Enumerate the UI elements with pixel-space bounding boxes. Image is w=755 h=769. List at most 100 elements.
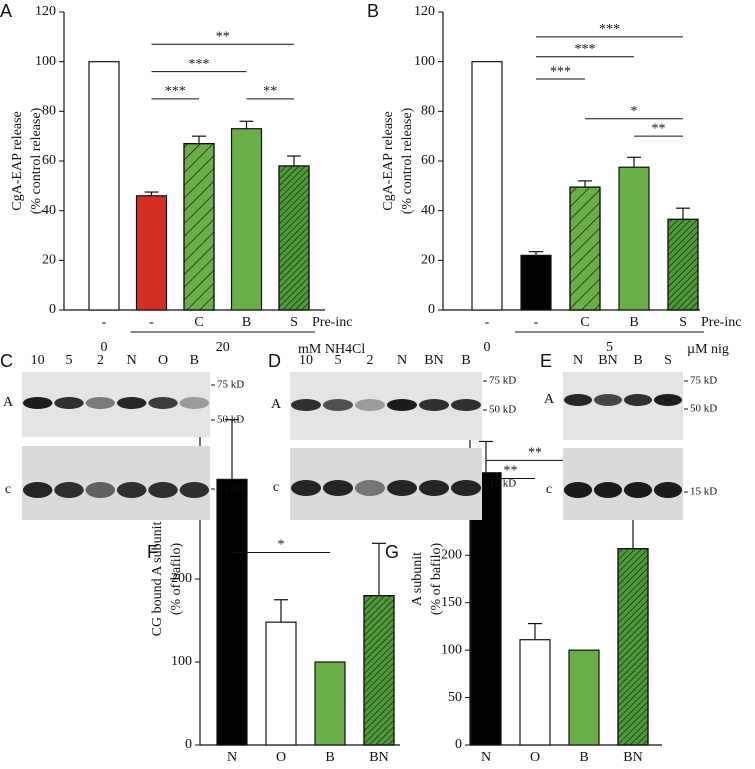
y-tick-label: 100 bbox=[441, 642, 462, 657]
group-unit: µM nig bbox=[687, 342, 729, 357]
marker-label: 15 kD bbox=[690, 486, 717, 498]
y-tick-label: 120 bbox=[35, 4, 56, 19]
significance-label: ** bbox=[263, 84, 277, 99]
group-label: 20 bbox=[216, 340, 230, 355]
group-unit: mM NH4Cl bbox=[298, 342, 365, 357]
row-label: Pre-inc bbox=[312, 315, 352, 330]
x-tick-label: B bbox=[242, 315, 251, 330]
row-label: c bbox=[546, 482, 552, 497]
band bbox=[593, 394, 623, 406]
blot-strip bbox=[22, 446, 210, 520]
lane-label: B bbox=[190, 353, 199, 368]
significance-label: *** bbox=[550, 64, 571, 79]
significance-label: ** bbox=[652, 121, 666, 136]
y-tick-label: 0 bbox=[428, 302, 435, 317]
significance-label: * bbox=[631, 104, 638, 119]
bar bbox=[314, 661, 346, 746]
panel-letter: A bbox=[0, 1, 12, 21]
band bbox=[450, 399, 482, 411]
group-label: 5 bbox=[606, 340, 613, 355]
bar bbox=[618, 166, 650, 311]
lane-label: O bbox=[158, 353, 168, 368]
y-tick-label: 40 bbox=[421, 203, 435, 218]
y-tick-label: 20 bbox=[42, 253, 56, 268]
x-tick-label: B bbox=[325, 750, 334, 765]
lane-label: 5 bbox=[66, 353, 73, 368]
x-tick-label: O bbox=[276, 750, 286, 765]
row-label: A bbox=[544, 392, 555, 407]
band bbox=[85, 397, 116, 409]
y-axis-label: CgA-EAP release bbox=[10, 111, 25, 210]
bar bbox=[230, 128, 263, 311]
y-tick-label: 100 bbox=[171, 654, 192, 669]
lane-label: BN bbox=[424, 353, 443, 368]
group-label: 0 bbox=[101, 340, 108, 355]
lane-label: N bbox=[127, 353, 137, 368]
y-tick-label: 0 bbox=[185, 737, 192, 752]
x-tick-label: - bbox=[485, 315, 490, 330]
band bbox=[418, 480, 450, 496]
blot-strip bbox=[563, 372, 683, 440]
band bbox=[116, 397, 147, 409]
y-tick-label: 0 bbox=[455, 737, 462, 752]
lane-label: 10 bbox=[31, 353, 45, 368]
significance-label: ** bbox=[216, 30, 230, 45]
band bbox=[653, 394, 683, 406]
band bbox=[179, 482, 210, 498]
band bbox=[653, 482, 683, 498]
blot-strip bbox=[290, 372, 482, 440]
panel-letter: B bbox=[367, 1, 379, 21]
y-tick-label: 100 bbox=[35, 54, 56, 69]
panel-letter: E bbox=[540, 351, 552, 371]
y-tick-label: 20 bbox=[421, 253, 435, 268]
band bbox=[386, 480, 418, 496]
band bbox=[148, 397, 178, 409]
marker-label: 75 kD bbox=[690, 375, 717, 387]
band bbox=[386, 399, 418, 411]
x-tick-label: BN bbox=[369, 750, 388, 765]
marker-label: 50 kD bbox=[217, 414, 244, 426]
lane-label: 5 bbox=[335, 353, 342, 368]
marker-label: 50 kD bbox=[489, 404, 516, 416]
x-tick-label: B bbox=[579, 750, 588, 765]
x-tick-label: S bbox=[290, 315, 298, 330]
y-tick-label: 80 bbox=[421, 104, 435, 119]
band bbox=[116, 482, 147, 498]
row-label: Pre-inc bbox=[701, 315, 741, 330]
row-label: c bbox=[5, 482, 11, 497]
bar bbox=[265, 621, 297, 746]
bar-hatch bbox=[617, 548, 649, 746]
band bbox=[54, 397, 84, 409]
x-tick-label: C bbox=[194, 315, 203, 330]
x-tick-label: BN bbox=[623, 750, 642, 765]
panel-letter: F bbox=[147, 542, 158, 562]
y-tick-label: 100 bbox=[414, 54, 435, 69]
x-tick-label: - bbox=[102, 315, 107, 330]
bar bbox=[568, 649, 600, 746]
x-tick-label: - bbox=[534, 315, 539, 330]
y-axis-label: (% control release) bbox=[400, 107, 415, 214]
significance-label: ** bbox=[528, 446, 542, 461]
band bbox=[563, 394, 593, 406]
band bbox=[354, 399, 386, 411]
x-tick-label: N bbox=[481, 750, 491, 765]
band bbox=[322, 480, 354, 496]
band bbox=[179, 397, 210, 409]
y-tick-label: 200 bbox=[441, 548, 462, 563]
y-axis-label: (% of bafilo) bbox=[169, 543, 184, 616]
band bbox=[623, 482, 653, 498]
x-tick-label: N bbox=[227, 750, 237, 765]
blot-strip bbox=[290, 448, 482, 520]
row-label: A bbox=[3, 395, 14, 410]
group-label: 0 bbox=[484, 340, 491, 355]
x-tick-label: O bbox=[530, 750, 540, 765]
bar bbox=[135, 195, 168, 311]
y-tick-label: 40 bbox=[42, 203, 56, 218]
bar-hatch bbox=[278, 165, 310, 311]
lane-label: BN bbox=[598, 353, 617, 368]
y-tick-label: 200 bbox=[171, 571, 192, 586]
significance-label: * bbox=[278, 538, 285, 553]
significance-label: *** bbox=[599, 22, 620, 37]
y-axis-label: A subunit bbox=[410, 552, 425, 606]
